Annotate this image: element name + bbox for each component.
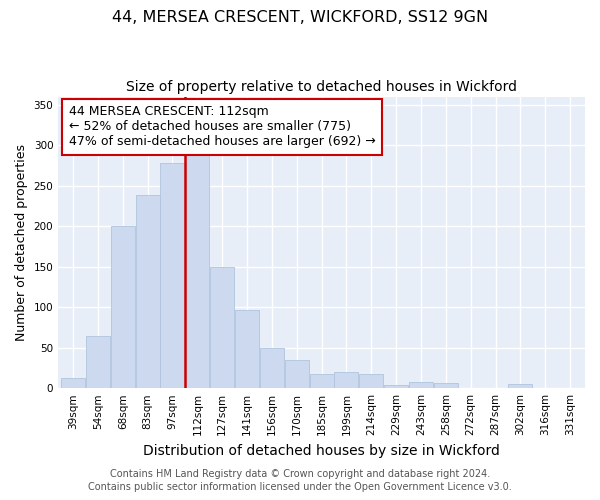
Bar — [260, 348, 284, 388]
Bar — [508, 384, 532, 388]
Bar — [86, 336, 110, 388]
X-axis label: Distribution of detached houses by size in Wickford: Distribution of detached houses by size … — [143, 444, 500, 458]
Bar — [434, 382, 458, 388]
Title: Size of property relative to detached houses in Wickford: Size of property relative to detached ho… — [126, 80, 517, 94]
Bar — [185, 152, 209, 388]
Text: Contains HM Land Registry data © Crown copyright and database right 2024.
Contai: Contains HM Land Registry data © Crown c… — [88, 470, 512, 492]
Y-axis label: Number of detached properties: Number of detached properties — [15, 144, 28, 341]
Bar — [334, 372, 358, 388]
Bar — [384, 385, 408, 388]
Bar — [61, 378, 85, 388]
Bar — [160, 163, 185, 388]
Text: 44 MERSEA CRESCENT: 112sqm
← 52% of detached houses are smaller (775)
47% of sem: 44 MERSEA CRESCENT: 112sqm ← 52% of deta… — [69, 106, 376, 148]
Bar — [111, 226, 135, 388]
Bar — [284, 360, 309, 388]
Bar — [359, 374, 383, 388]
Bar — [235, 310, 259, 388]
Bar — [409, 382, 433, 388]
Text: 44, MERSEA CRESCENT, WICKFORD, SS12 9GN: 44, MERSEA CRESCENT, WICKFORD, SS12 9GN — [112, 10, 488, 25]
Bar — [310, 374, 334, 388]
Bar — [136, 196, 160, 388]
Bar — [210, 266, 234, 388]
